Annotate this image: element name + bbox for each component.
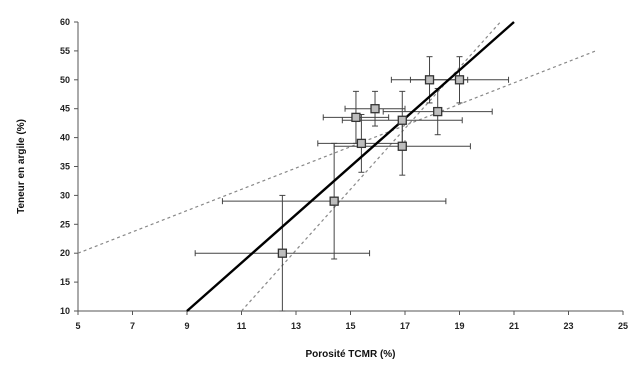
x-tick-label: 15 <box>345 321 355 331</box>
y-tick-label: 30 <box>60 190 70 200</box>
x-tick-label: 19 <box>454 321 464 331</box>
y-tick-label: 35 <box>60 162 70 172</box>
y-tick-label: 40 <box>60 133 70 143</box>
y-tick-label: 55 <box>60 46 70 56</box>
y-tick-label: 60 <box>60 17 70 27</box>
y-axis-label: Teneur en argile (%) <box>16 119 27 214</box>
confidence-band-line <box>77 50 596 254</box>
data-point <box>433 106 443 117</box>
x-tick-label: 9 <box>184 321 189 331</box>
data-point <box>397 115 407 125</box>
x-tick-label: 11 <box>237 321 247 331</box>
x-tick-label: 23 <box>563 321 573 331</box>
data-point <box>454 75 465 85</box>
y-tick-label: 50 <box>60 75 70 85</box>
y-tick-label: 15 <box>60 277 70 287</box>
data-point <box>424 75 435 85</box>
y-axis-ticks: 10 15 20 25 30 35 40 45 50 55 60 <box>60 17 78 316</box>
y-tick-label: 10 <box>60 306 70 316</box>
data-point <box>397 141 407 151</box>
y-tick-label: 20 <box>60 248 70 258</box>
confidence-bands <box>77 21 596 312</box>
x-tick-label: 7 <box>130 321 135 331</box>
y-tick-label: 25 <box>60 219 70 229</box>
x-tick-label: 21 <box>509 321 519 331</box>
data-point <box>351 112 361 123</box>
data-point <box>356 138 367 149</box>
x-tick-label: 5 <box>75 321 80 331</box>
confidence-band-line <box>241 21 501 312</box>
y-tick-label: 45 <box>60 104 70 114</box>
regression-line <box>186 21 515 312</box>
data-points <box>277 75 465 258</box>
x-tick-label: 25 <box>618 321 628 331</box>
x-tick-label: 17 <box>400 321 410 331</box>
error-bars <box>194 56 510 312</box>
data-point <box>370 104 380 114</box>
data-point <box>329 196 339 206</box>
x-axis-ticks: 5 7 9 11 13 15 17 19 21 23 25 <box>75 311 628 331</box>
regression-line-group <box>186 21 515 312</box>
x-axis-label: Porosité TCMR (%) <box>306 349 396 360</box>
x-tick-label: 13 <box>291 321 301 331</box>
data-point <box>277 248 288 258</box>
